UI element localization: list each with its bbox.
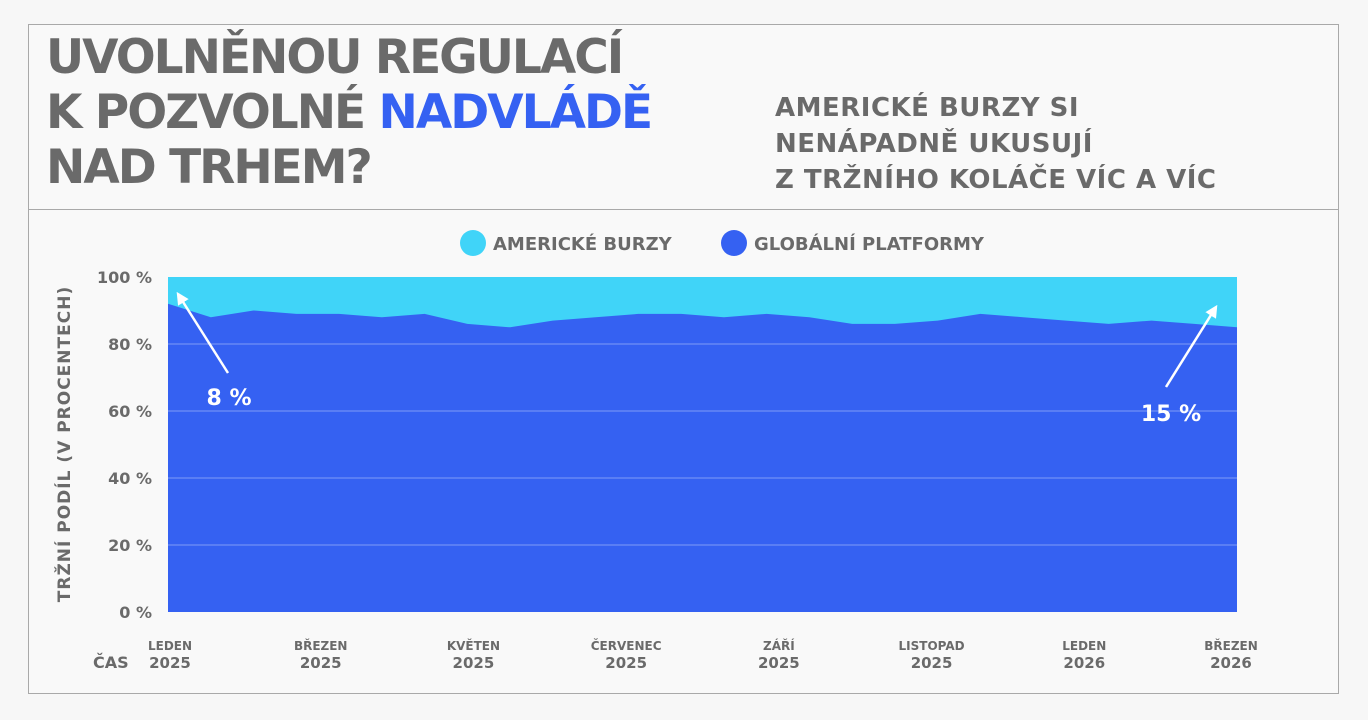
subtitle-line-2: NENÁPADNĚ UKUSUJÍ [775,129,1093,159]
axes: 0 % 20 % 40 % 60 % 80 % 100 % TRŽNÍ PODÍL (V P… [53,268,1258,672]
title-accent: NADVLÁDĚ [378,85,654,140]
x-tick-month: LISTOPAD [899,639,965,653]
plot-area [168,277,1237,612]
subtitle-line-3: Z TRŽNÍHO KOLÁČE VÍC A VÍC [775,165,1217,195]
x-tick-year: 2026 [1210,654,1252,672]
x-tick-year: 2025 [453,654,495,672]
x-tick-month: LEDEN [148,639,192,653]
x-tick-year: 2025 [300,654,342,672]
legend-swatch-global [721,230,747,256]
legend: AMERICKÉ BURZY GLOBÁLNÍ PLATFORMY [460,230,985,256]
title-line-1: UVOLNĚNOU REGULACÍ [46,30,624,85]
annotation-arrow-start [176,291,230,374]
y-tick-label: 100 % [97,268,152,287]
x-tick-year: 2025 [605,654,647,672]
x-axis-title: ČAS [93,653,129,672]
page-title: UVOLNĚNOU REGULACÍ K POZVOLNÉ NADVLÁDĚ N… [46,30,654,195]
annotation-label-end: 15 % [1141,402,1201,427]
subtitle-line-1: AMERICKÉ BURZY SI [775,93,1080,123]
subtitle: AMERICKÉ BURZY SI NENÁPADNĚ UKUSUJÍ Z TR… [775,90,1217,198]
title-line-3: NAD TRHEM? [46,140,373,195]
y-tick-label: 20 % [108,536,152,555]
title-line-2-prefix: K POZVOLNÉ [46,85,379,140]
x-tick-month: ČERVENEC [591,638,662,653]
annotation-label-start: 8 % [206,386,251,411]
area-global-platforms [168,303,1237,612]
x-tick-month: ZÁŘÍ [763,638,795,653]
x-tick-month: KVĚTEN [447,638,500,653]
legend-swatch-american [460,230,486,256]
y-tick-label: 40 % [108,469,152,488]
annotations: 8 % 15 % [176,291,1218,427]
y-tick-label: 80 % [108,335,152,354]
y-tick-label: 60 % [108,402,152,421]
x-tick-month: LEDEN [1062,639,1106,653]
y-tick-label: 0 % [119,603,152,622]
y-axis-title: TRŽNÍ PODÍL (V PROCENTECH) [53,286,75,602]
header-divider [28,209,1339,210]
legend-label-global: GLOBÁLNÍ PLATFORMY [754,233,985,255]
annotation-arrow-end [1164,304,1218,388]
legend-label-american: AMERICKÉ BURZY [493,233,673,255]
x-tick-year: 2026 [1063,654,1105,672]
x-tick-year: 2025 [149,654,191,672]
x-tick-year: 2025 [758,654,800,672]
x-tick-year: 2025 [911,654,953,672]
x-tick-month: BŘEZEN [1204,638,1258,653]
x-tick-month: BŘEZEN [294,638,348,653]
